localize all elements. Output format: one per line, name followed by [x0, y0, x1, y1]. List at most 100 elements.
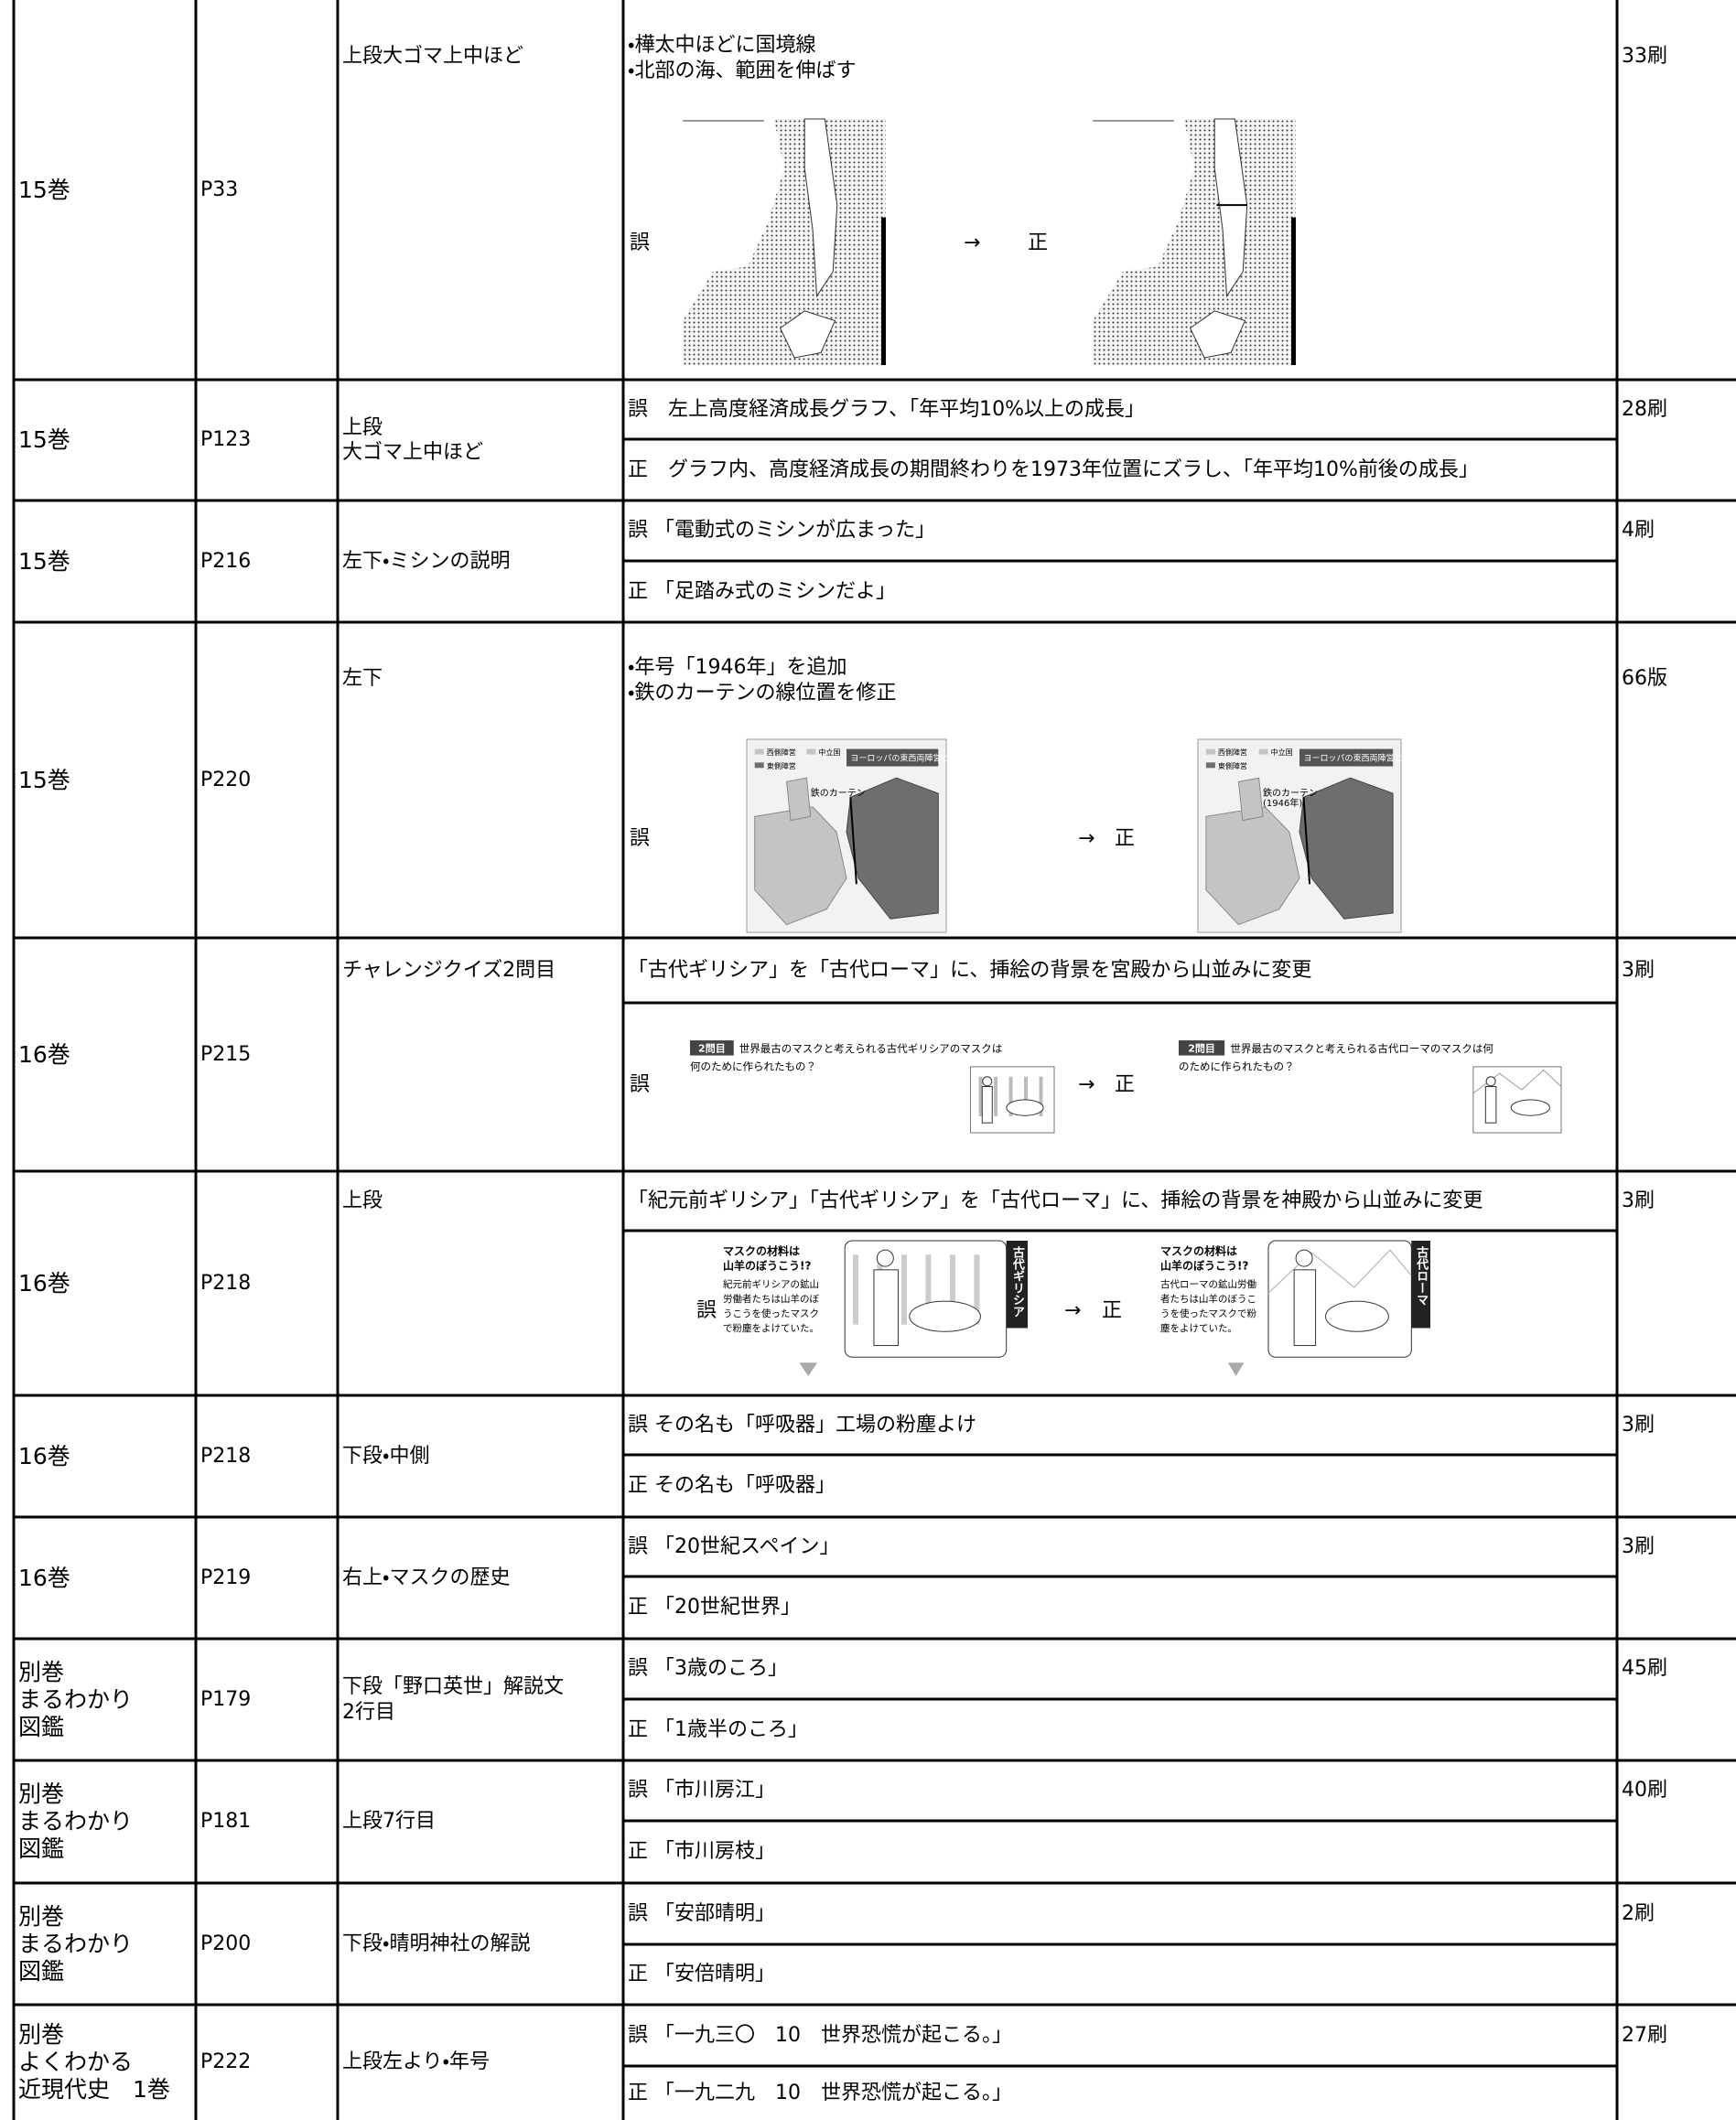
person-head — [982, 1076, 993, 1087]
map-callout: 鉄のカーテン — [811, 787, 866, 799]
map-uk — [786, 777, 812, 822]
temple-column — [1024, 1076, 1029, 1116]
right-text: 正 「1歳半のころ」 — [628, 1717, 808, 1741]
print-run: 2刷 — [1622, 1901, 1655, 1925]
map-callout: (1946年) — [1263, 797, 1302, 809]
mask-tag-text: 古代ローマ — [1414, 1245, 1429, 1306]
quiz-text: 何のために作られたもの？ — [690, 1060, 816, 1072]
page: P33 — [200, 178, 239, 201]
quiz-badge — [690, 1040, 734, 1056]
mask-text: 者たちは山羊のぼうこ — [1160, 1293, 1256, 1305]
note: 「紀元前ギリシア」「古代ギリシア」を「古代ローマ」に、挿絵の背景を神殿から山並み… — [628, 1189, 1483, 1212]
mask-text: 塵をよけていた。 — [1160, 1323, 1237, 1334]
location: 下段「野口英世」解説文 2行目 — [342, 1675, 565, 1724]
mask-text: 紀元前ギリシアの鉱山 — [723, 1278, 819, 1290]
right-text: 正 「市川房枝」 — [628, 1840, 775, 1864]
goat — [1006, 1099, 1044, 1116]
goat — [1325, 1300, 1389, 1332]
page: P181 — [200, 1810, 252, 1834]
quiz-badge — [1179, 1040, 1225, 1056]
mask-text: 山羊のぼうこう!? — [723, 1259, 811, 1273]
wrong-label: 誤 — [696, 1299, 717, 1322]
goat — [1510, 1099, 1551, 1116]
person-head — [1485, 1076, 1496, 1087]
volume: 15巻 — [18, 547, 70, 575]
mask-text: 山羊のぼうこう!? — [1160, 1259, 1248, 1273]
volume: 15巻 — [18, 766, 70, 793]
wrong-text: 誤 「電動式のミシンが広まった」 — [628, 519, 936, 543]
location: 上段 — [342, 1189, 383, 1212]
mask-text: うこうを使ったマスク — [723, 1308, 819, 1319]
legend-swatch — [1205, 762, 1215, 769]
volume: 15巻 — [18, 176, 70, 203]
temple-column — [853, 1254, 859, 1325]
map-east — [846, 777, 939, 920]
map-title: ヨーロッパの東西両陣営と冷戦 — [1303, 753, 1418, 764]
page: P218 — [200, 1444, 252, 1468]
note: 「古代ギリシア」を「古代ローマ」に、挿絵の背景を宮殿から山並みに変更 — [628, 958, 1312, 982]
temple-column — [994, 1076, 998, 1116]
note: ・樺太中ほどに国境線 — [628, 34, 816, 57]
wrong-text: 誤 その名も「呼吸器」工場の粉塵よけ — [628, 1413, 976, 1437]
page: P220 — [200, 768, 252, 791]
volume: 15巻 — [18, 426, 70, 453]
wrong-label: 誤 — [630, 827, 650, 850]
map-title-bar — [846, 748, 939, 767]
right-text: 正 「一九二九 10 世界恐慌が起こる。」 — [628, 2081, 1012, 2104]
print-run: 66版 — [1622, 667, 1667, 690]
map-edge-bar — [1291, 217, 1296, 365]
page-arrow — [1227, 1362, 1245, 1376]
volume: 16巻 — [18, 1040, 70, 1068]
map-edge-bar — [881, 217, 886, 365]
right-text: 正 「安倍晴明」 — [628, 1963, 775, 1986]
page: P219 — [200, 1566, 252, 1589]
mask-text: うを使ったマスクで粉 — [1160, 1308, 1256, 1319]
location: 上段左より・年号 — [342, 2050, 491, 2074]
volume: 別巻 まるわかり 図鑑 — [18, 1658, 134, 1740]
quiz-text: 世界最古のマスクと考えられる古代ローマのマスクは何 — [1230, 1042, 1493, 1055]
map-dotted-area — [1093, 119, 1296, 365]
map-hokkaido — [779, 310, 836, 359]
mask-text: マスクの材料は — [723, 1244, 800, 1258]
legend-label: 東側陣営 — [767, 761, 796, 770]
quiz-badge-text: 2問目 — [1188, 1042, 1215, 1054]
print-run: 28刷 — [1622, 397, 1667, 421]
volume: 別巻 まるわかり 図鑑 — [18, 1902, 134, 1985]
page: P218 — [200, 1271, 252, 1295]
temple-column — [978, 1076, 983, 1116]
wrong-text: 誤 「市川房江」 — [628, 1779, 775, 1803]
legend-label: 東側陣営 — [1218, 761, 1247, 770]
person-body — [1293, 1269, 1317, 1347]
mask-text: 古代ローマの鉱山労働 — [1160, 1278, 1256, 1290]
arrow: → — [964, 231, 980, 254]
person-body — [1484, 1086, 1497, 1124]
wrong-text: 誤 「3歳のころ」 — [628, 1657, 788, 1681]
arrow: → — [1078, 1073, 1094, 1096]
print-run: 33刷 — [1622, 45, 1667, 68]
note: ・年号「1946年」を追加 — [628, 656, 847, 679]
right-label: 正 — [1028, 231, 1048, 254]
map-title: ヨーロッパの東西両陣営と冷戦 — [850, 753, 965, 764]
legend-label: 西側陣営 — [1218, 748, 1247, 757]
person-body — [981, 1086, 993, 1124]
volume: 16巻 — [18, 1442, 70, 1469]
mask-tag — [1411, 1241, 1430, 1329]
legend-swatch — [754, 762, 764, 769]
page: P179 — [200, 1687, 252, 1711]
wrong-text: 誤 「一九三〇 10 世界恐慌が起こる。」 — [628, 2023, 1012, 2047]
right-label: 正 — [1115, 1073, 1135, 1096]
quiz-text: のために作られたもの？ — [1179, 1060, 1295, 1072]
right-label: 正 — [1102, 1299, 1122, 1322]
quiz-text: 世界最古のマスクと考えられる古代ギリシアのマスクは — [739, 1042, 1003, 1055]
right-label: 正 — [1115, 827, 1135, 850]
map-island — [803, 118, 838, 298]
legend-swatch — [1205, 748, 1215, 755]
print-run: 45刷 — [1622, 1657, 1667, 1681]
page: P215 — [200, 1042, 252, 1066]
map-uk — [1237, 777, 1264, 822]
print-run: 3刷 — [1622, 958, 1655, 982]
